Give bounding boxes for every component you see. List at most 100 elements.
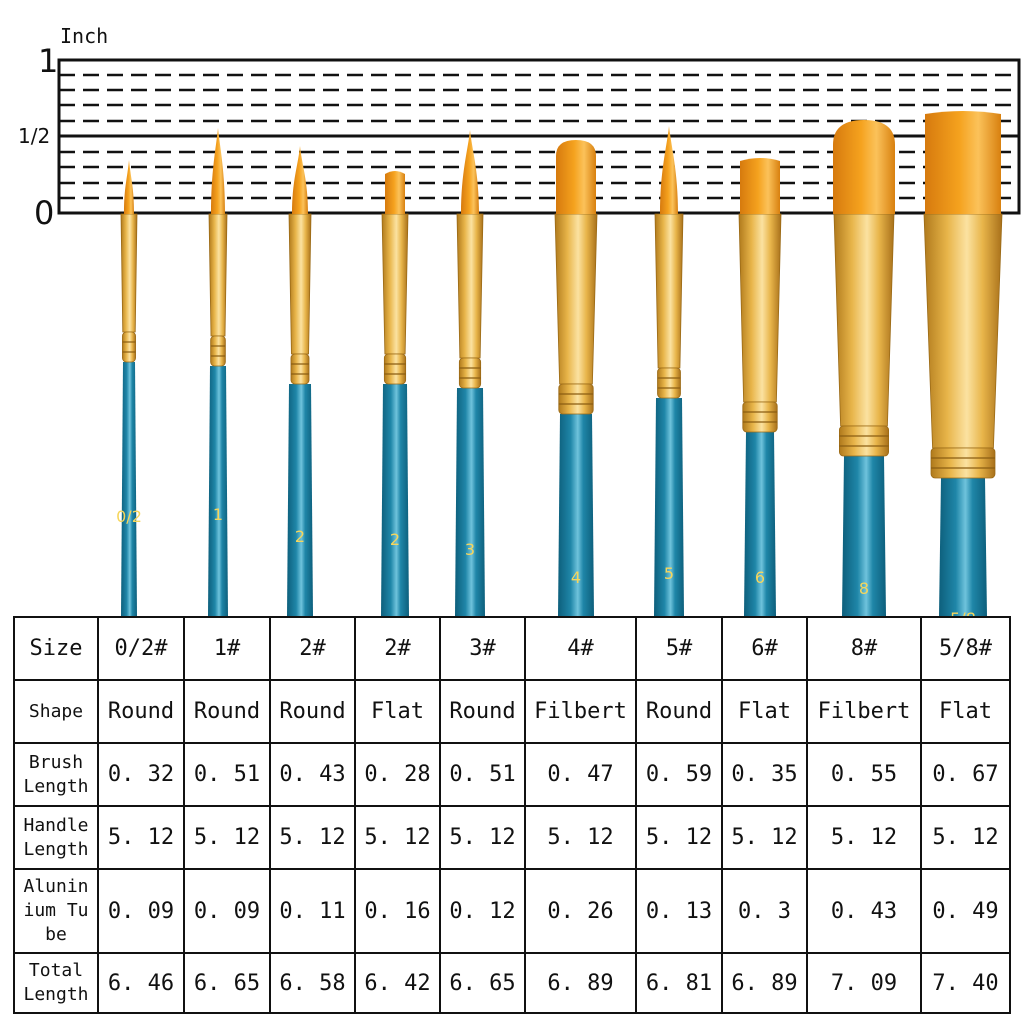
brush-ferrule [120,213,138,333]
table-cell: 0. 28 [354,742,441,807]
brush-size-number: 1 [213,505,223,524]
table-cell: 0. 3 [721,868,808,954]
total-length-row: Total Length 6. 46 6. 65 6. 58 6. 42 6. 65 6. … [13,952,1011,1014]
brush-ferrule-crimp [210,335,226,367]
table-cell: 0. 49 [920,868,1011,954]
table-cell: 5. 12 [806,805,922,870]
paint-brush: 0/2 [116,160,142,616]
table-cell: 6. 42 [354,952,441,1014]
brush-ferrule [833,213,895,427]
table-cell: Round [183,679,271,744]
brush-handle [287,384,313,616]
brush-handle [558,414,594,616]
table-cell: 2# [269,616,356,681]
brush-size-number: 3 [465,540,475,559]
table-cell: 0. 09 [97,868,185,954]
table-cell: 0. 43 [806,868,922,954]
paint-brush: 3 [455,130,485,616]
brush-ferrule [456,213,484,359]
table-cell: 6. 65 [439,952,526,1014]
brush-size-number: 2 [295,527,305,546]
table-cell: 0. 67 [920,742,1011,807]
brush-illustration: 0/2 1 2 2 3 4 5 6 8 5/8 Inch 1 1/2 0 [18,24,1021,616]
brush-handle [121,362,137,616]
table-cell: 0. 47 [524,742,637,807]
ruler-label-zero: 0 [34,194,55,232]
brush-bristles [211,128,225,214]
size-row: Size 0/2# 1# 2# 2# 3# 4# 5# 6# 8# 5/8# [13,616,1011,681]
paint-brush: 6 [738,158,782,616]
brush-handle [939,478,987,616]
paint-brush: 4 [554,140,598,616]
table-cell: 5/8# [920,616,1011,681]
brush-bristles [740,158,780,214]
brush-ferrule [381,213,409,355]
table-cell: 0. 51 [183,742,271,807]
brush-handle [455,388,485,616]
table-cell: 0. 32 [97,742,185,807]
brush-ferrule-crimp [742,401,778,433]
ruler-unit-label: Inch [60,24,109,48]
brush-size-number: 5 [664,564,674,583]
row-label: Total Length [13,952,99,1014]
table-cell: 5. 12 [920,805,1011,870]
brush-ferrule-crimp [558,383,594,415]
table-cell: 5. 12 [354,805,441,870]
table-cell: 7. 40 [920,952,1011,1014]
brush-bristles [556,140,596,214]
table-cell: 0. 09 [183,868,271,954]
brush-size-number: 6 [755,568,765,587]
brush-ferrule [208,213,228,337]
brush-size-number: 8 [859,579,869,598]
table-cell: 0. 11 [269,868,356,954]
table-cell: Round [439,679,526,744]
brush-handle [654,398,684,616]
brush-ferrule-crimp [122,331,136,363]
table-cell: 0. 26 [524,868,637,954]
brush-size-number: 5/8 [950,609,976,616]
brush-handle [842,456,886,616]
paint-brush: 2 [287,146,313,616]
brush-set: 0/2 1 2 2 3 4 5 6 8 5/8 [116,111,1003,616]
table-cell: 6. 89 [721,952,808,1014]
brush-bristles [660,126,678,214]
table-cell: 6. 58 [269,952,356,1014]
ruler-label-one: 1 [38,42,59,80]
brush-length-row: Brush Length 0. 32 0. 51 0. 43 0. 28 0. 51 0. … [13,742,1011,807]
brush-handle [208,366,228,616]
brush-bristles [833,120,895,214]
table-cell: 6. 89 [524,952,637,1014]
brush-ferrule-crimp [657,367,681,399]
table-cell: Filbert [806,679,922,744]
shape-row: Shape Round Round Round Flat Round Filbert Roun… [13,679,1011,744]
spec-table: Size 0/2# 1# 2# 2# 3# 4# 5# 6# 8# 5/8# Shape Round Ro… [13,616,1011,1014]
brush-ferrule [554,213,598,385]
table-cell: 5# [635,616,723,681]
row-label: Aluninium Tube [13,868,99,954]
table-cell: 0/2# [97,616,185,681]
table-cell: Filbert [524,679,637,744]
brush-bristles [124,160,134,214]
table-cell: 6. 81 [635,952,723,1014]
table-cell: 8# [806,616,922,681]
paint-brush: 1 [208,128,228,616]
brush-size-number: 2 [390,530,400,549]
paint-brush: 5 [654,126,684,616]
table-cell: Round [97,679,185,744]
table-cell: 0. 59 [635,742,723,807]
table-cell: 6. 65 [183,952,271,1014]
table-cell: Flat [920,679,1011,744]
table-cell: 7. 09 [806,952,922,1014]
brush-ferrule-crimp [383,353,407,385]
table-cell: 5. 12 [635,805,723,870]
table-cell: 5. 12 [269,805,356,870]
table-cell: 0. 43 [269,742,356,807]
table-cell: Flat [354,679,441,744]
brush-ferrule [288,213,312,355]
brush-ferrule-crimp [458,357,482,389]
brush-bristles [385,171,405,214]
brush-ferrule-crimp [290,353,310,385]
table-cell: Flat [721,679,808,744]
table-cell: 0. 13 [635,868,723,954]
table-cell: Round [269,679,356,744]
